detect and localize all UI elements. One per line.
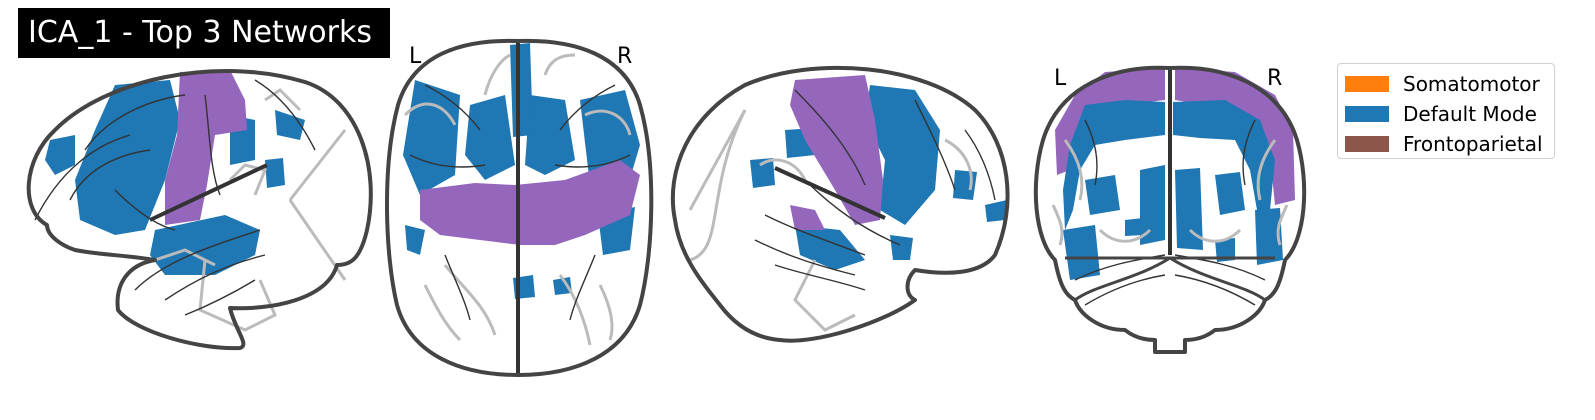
legend: Somatomotor Default Mode Frontoparietal (1337, 63, 1555, 159)
default-mode-blob (890, 235, 913, 260)
default-mode-blob (405, 225, 425, 255)
cerebellum-outline (1065, 256, 1275, 302)
sulci-layer (154, 88, 347, 332)
sulci-layer (1051, 139, 1289, 246)
legend-item-default-mode: Default Mode (1345, 99, 1554, 129)
brain-outline (385, 38, 654, 377)
default-mode-blob (1085, 175, 1120, 215)
blob-layer (750, 75, 1007, 270)
default-mode-blob (75, 80, 180, 235)
default-mode-blob (1125, 218, 1143, 236)
default-mode-blob (525, 95, 575, 175)
overlap-blob (1055, 68, 1165, 175)
overlap-blob (790, 75, 883, 225)
brain-outline (1033, 65, 1307, 354)
default-mode-blob (1140, 165, 1165, 245)
overlap-blob (420, 160, 640, 245)
sulci-dark-layer (754, 89, 996, 291)
default-mode-blob (150, 215, 260, 275)
legend-swatch (1345, 76, 1389, 92)
default-mode-blob (865, 85, 940, 225)
brain-outline (26, 68, 373, 351)
default-mode-blob (1215, 238, 1235, 262)
blob-layer (1055, 68, 1295, 280)
legend-swatch (1345, 106, 1389, 122)
legend-swatch (1345, 136, 1389, 152)
default-mode-blob (553, 277, 572, 295)
brain-view-right-sagittal (670, 65, 1010, 343)
legend-item-somatomotor: Somatomotor (1345, 69, 1554, 99)
lateral-fissure (149, 163, 268, 222)
legend-label: Somatomotor (1403, 72, 1540, 96)
lateral-fissure (774, 166, 886, 220)
default-mode-blob (1063, 225, 1100, 280)
default-mode-blob (265, 158, 285, 188)
sulci-dark-layer (409, 84, 631, 321)
brain-view-axial (385, 38, 654, 377)
overlap-blob (165, 70, 247, 225)
blob-layer (403, 43, 640, 299)
legend-label: Frontoparietal (1403, 132, 1543, 156)
default-mode-blob (1173, 100, 1275, 210)
blob-layer (45, 70, 305, 275)
axial-left-label: L (409, 44, 422, 69)
default-mode-blob (795, 225, 865, 270)
figure-title: ICA_1 - Top 3 Networks (18, 8, 390, 58)
default-mode-blob (1215, 172, 1245, 215)
default-mode-blob (465, 95, 515, 180)
brain-view-coronal (1033, 65, 1307, 354)
brain-view-left-sagittal (26, 68, 373, 351)
brain-outline (670, 65, 1010, 343)
axial-right-label: R (617, 44, 633, 69)
default-mode-blob (45, 135, 75, 175)
sulci-layer (403, 53, 632, 346)
sulci-layer (688, 109, 973, 332)
default-mode-blob (1255, 208, 1283, 265)
sulci-dark-layer (1074, 119, 1266, 306)
coronal-left-label: L (1054, 66, 1067, 91)
default-mode-blob (275, 110, 305, 140)
default-mode-blob (1175, 168, 1203, 250)
default-mode-blob (403, 80, 460, 195)
coronal-right-label: R (1267, 66, 1283, 91)
legend-item-frontoparietal: Frontoparietal (1345, 129, 1554, 159)
default-mode-blob (750, 158, 775, 188)
legend-label: Default Mode (1403, 102, 1537, 126)
sulci-dark-layer (34, 79, 316, 316)
default-mode-blob (985, 200, 1007, 222)
default-mode-blob (953, 170, 977, 200)
overlap-blob (790, 205, 825, 230)
default-mode-blob (510, 43, 533, 137)
default-mode-blob (1063, 100, 1165, 230)
